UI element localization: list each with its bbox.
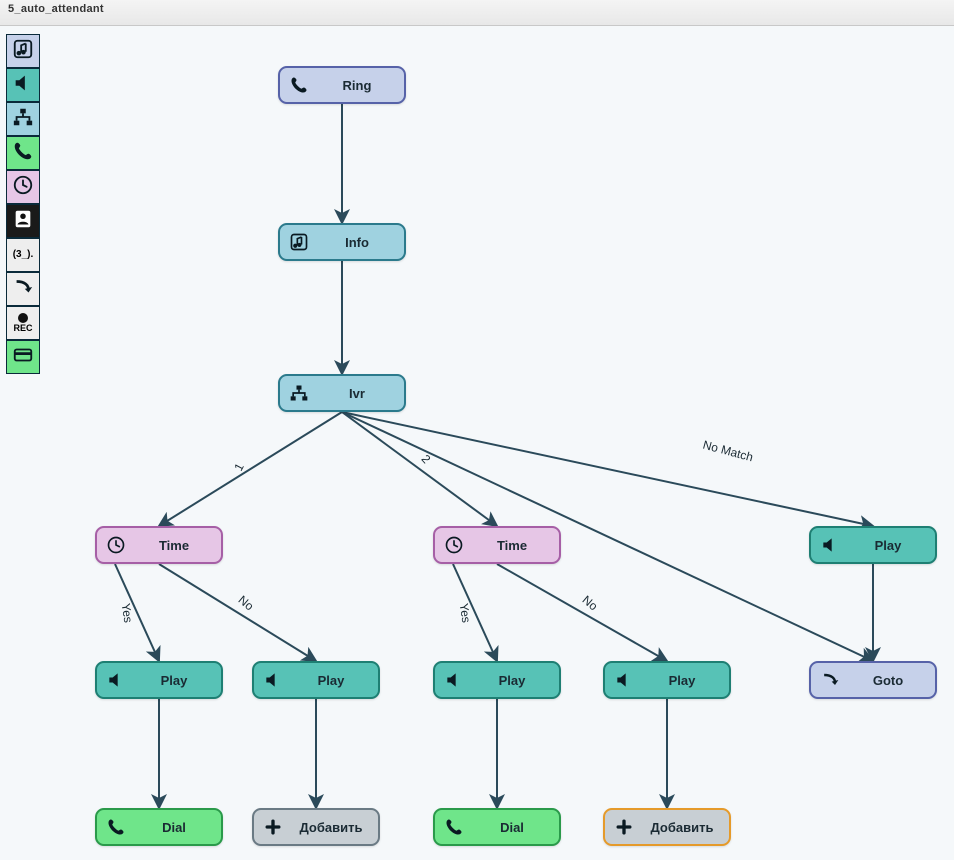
node-time2[interactable]: Time [433,526,561,564]
card-icon [12,344,34,371]
window-title: 5_auto_attendant [8,3,104,15]
edge-label-time2-play3: Yes [457,602,474,623]
node-ivr[interactable]: Ivr [278,374,406,412]
speaker-icon [613,669,635,691]
phone-icon [288,74,310,96]
node-time2-label: Time [475,538,549,553]
node-play4[interactable]: Play [603,661,731,699]
node-palette: (3_). REC [6,34,40,374]
dial-icon [12,140,34,167]
edge-time1-play2[interactable] [159,564,316,661]
node-ring[interactable]: Ring [278,66,406,104]
node-add2-label: Добавить [645,820,719,835]
palette-contact[interactable] [6,204,40,238]
palette-card[interactable] [6,340,40,374]
music-icon [288,231,310,253]
edge-label-time1-play1: Yes [119,602,136,623]
palette-ivr[interactable] [6,102,40,136]
node-dial1-label: Dial [137,820,211,835]
node-ivr-label: Ivr [320,386,394,401]
palette-rec[interactable]: REC [6,306,40,340]
speaker-icon [819,534,841,556]
node-info-label: Info [320,235,394,250]
clock-icon [105,534,127,556]
node-goto-label: Goto [851,673,925,688]
goto-icon [819,669,841,691]
node-play3-label: Play [475,673,549,688]
clock-icon [443,534,465,556]
node-play2[interactable]: Play [252,661,380,699]
node-playNM[interactable]: Play [809,526,937,564]
node-play1-label: Play [137,673,211,688]
rec-label: REC [13,324,32,333]
flow-canvas[interactable]: (3_). REC Ring Info Ivr Time Time Play Play Play… [0,26,954,860]
hierarchy-icon [288,382,310,404]
node-add1[interactable]: Добавить [252,808,380,846]
node-info[interactable]: Info [278,223,406,261]
plus-icon [262,816,284,838]
edge-ivr-time1[interactable] [159,412,342,526]
phone-icon [105,816,127,838]
node-playNM-label: Play [851,538,925,553]
palette-dial[interactable] [6,136,40,170]
node-ring-label: Ring [320,78,394,93]
speaker-icon [443,669,465,691]
node-add2[interactable]: Добавить [603,808,731,846]
contact-icon [12,208,34,235]
ivr-icon [12,106,34,133]
palette-time[interactable] [6,170,40,204]
rec-dot-icon [18,313,28,323]
time-icon [12,174,34,201]
node-dial2[interactable]: Dial [433,808,561,846]
palette-speaker[interactable] [6,68,40,102]
speaker-icon [262,669,284,691]
node-play2-label: Play [294,673,368,688]
palette-music[interactable] [6,34,40,68]
edge-time2-play4[interactable] [497,564,667,661]
speaker-icon [105,669,127,691]
edges-layer [0,26,954,860]
edge-ivr-playNM[interactable] [342,412,873,526]
node-play1[interactable]: Play [95,661,223,699]
speaker-icon [12,72,34,99]
node-dial1[interactable]: Dial [95,808,223,846]
node-play4-label: Play [645,673,719,688]
music-icon [12,38,34,65]
node-add1-label: Добавить [294,820,368,835]
edge-ivr-goto[interactable] [342,412,873,661]
node-time1-label: Time [137,538,211,553]
palette-regex-label: (3_). [13,250,34,260]
window-titlebar: 5_auto_attendant [0,0,954,26]
goto-icon [12,276,34,303]
node-dial2-label: Dial [475,820,549,835]
plus-icon [613,816,635,838]
node-play3[interactable]: Play [433,661,561,699]
node-time1[interactable]: Time [95,526,223,564]
palette-goto[interactable] [6,272,40,306]
palette-regex[interactable]: (3_). [6,238,40,272]
phone-icon [443,816,465,838]
node-goto[interactable]: Goto [809,661,937,699]
